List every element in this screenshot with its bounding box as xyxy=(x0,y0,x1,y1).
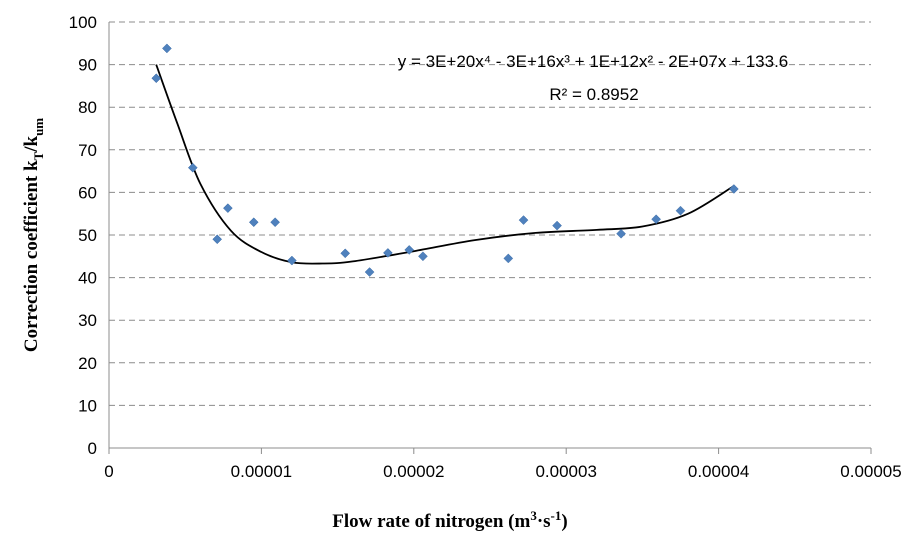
grid-lines xyxy=(109,21,871,406)
data-point xyxy=(287,255,297,266)
y-tick-label: 70 xyxy=(78,141,97,160)
data-points xyxy=(151,43,739,277)
data-point xyxy=(675,205,686,216)
y-tick-label: 30 xyxy=(78,311,97,330)
x-tick-label: 0.00003 xyxy=(535,462,596,481)
trendline-curve xyxy=(155,64,735,265)
data-point xyxy=(503,253,514,264)
y-tick-label: 100 xyxy=(69,13,97,32)
y-tick-label: 10 xyxy=(78,396,97,415)
y-tick-labels: 0 10 20 30 40 50 60 70 80 90 100 xyxy=(69,13,97,458)
x-tick-labels: 0 0.00001 0.00002 0.00003 0.00004 0.00005 xyxy=(104,462,901,481)
y-tick-label: 50 xyxy=(78,226,97,245)
x-tick-label: 0.00001 xyxy=(231,462,292,481)
y-tick-label: 80 xyxy=(78,98,97,117)
data-point xyxy=(248,217,259,228)
y-tick-label: 90 xyxy=(78,56,97,75)
data-point xyxy=(418,251,428,262)
data-point xyxy=(270,217,280,228)
y-tick-label: 0 xyxy=(88,439,97,458)
data-point xyxy=(151,73,162,84)
y-tick-label: 20 xyxy=(78,354,97,373)
x-tick-label: 0.00002 xyxy=(383,462,444,481)
axes xyxy=(108,22,872,454)
data-point xyxy=(383,248,393,258)
trendline-equation: y = 3E+20x⁴ - 3E+16x³ + 1E+12x² - 2E+07x… xyxy=(398,52,789,71)
x-tick-label: 0.00005 xyxy=(840,462,901,481)
data-point xyxy=(651,214,661,225)
data-point xyxy=(340,248,351,259)
data-point xyxy=(518,215,529,225)
y-tick-label: 60 xyxy=(78,183,97,202)
y-tick-label: 40 xyxy=(78,269,97,288)
data-point xyxy=(364,267,375,277)
data-point xyxy=(552,220,562,231)
data-point xyxy=(162,43,172,54)
y-axis-title: Correction coefficient kT/kum xyxy=(21,118,46,352)
data-point xyxy=(223,203,233,214)
data-point xyxy=(187,162,198,173)
data-point xyxy=(728,184,739,194)
data-point xyxy=(212,234,223,245)
x-axis-title: Flow rate of nitrogen (m3·s-1) xyxy=(332,508,567,532)
x-tick-label: 0.00004 xyxy=(688,462,749,481)
r-squared-label: R² = 0.8952 xyxy=(549,85,638,104)
data-point xyxy=(404,245,415,255)
data-point xyxy=(616,228,626,239)
x-tick-label: 0 xyxy=(104,462,113,481)
